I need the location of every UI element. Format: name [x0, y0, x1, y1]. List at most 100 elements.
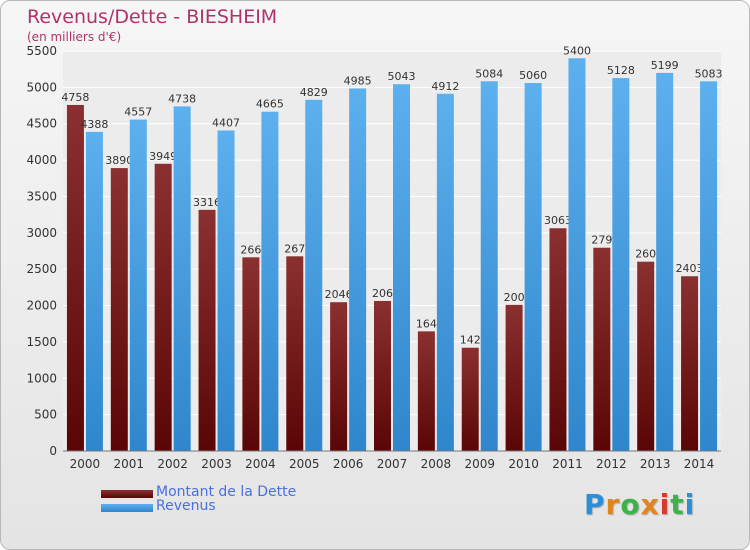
revenue-bar [129, 119, 147, 451]
revenue-value-label: 5083 [695, 67, 723, 80]
y-tick-label: 500 [34, 408, 57, 422]
debt-value-label: 206 [372, 287, 393, 300]
x-tick-label: 2000 [70, 457, 101, 471]
debt-bar [66, 104, 84, 452]
x-tick-label: 2007 [377, 457, 408, 471]
logo-letter: r [605, 488, 621, 521]
revenue-bar [436, 93, 454, 451]
debt-bar [461, 347, 479, 451]
revenue-value-label: 4557 [124, 106, 152, 119]
legend-label-debt: Montant de la Dette [156, 484, 297, 500]
revenue-bar [568, 58, 586, 451]
debt-bar [593, 247, 611, 451]
y-tick-label: 3000 [26, 226, 57, 240]
revenue-value-label: 4912 [431, 80, 459, 93]
x-tick-label: 2004 [245, 457, 276, 471]
legend-swatch-debt [101, 490, 153, 498]
revenue-bar [261, 111, 279, 452]
x-tick-label: 2006 [333, 457, 364, 471]
revenue-bar [480, 81, 498, 451]
x-tick-label: 2009 [464, 457, 495, 471]
y-tick-label: 2000 [26, 299, 57, 313]
debt-bar [505, 304, 523, 451]
revenue-bar [305, 99, 323, 452]
revenue-value-label: 4738 [168, 92, 196, 105]
x-tick-label: 2014 [684, 457, 715, 471]
debt-bar [681, 276, 699, 451]
plot-area [63, 51, 721, 451]
debt-bar [154, 163, 172, 452]
debt-bar [374, 300, 391, 451]
debt-value-label: 266 [240, 243, 261, 256]
debt-bar [110, 168, 128, 451]
debt-bar [637, 261, 655, 451]
debt-value-label: 164 [416, 317, 437, 330]
y-tick-label: 5000 [26, 80, 57, 94]
x-tick-label: 2013 [640, 457, 671, 471]
debt-bar [198, 209, 216, 451]
x-tick-label: 2008 [421, 457, 452, 471]
logo-letter: i [659, 488, 671, 521]
debt-bar [549, 228, 567, 451]
revenue-bar [612, 78, 630, 452]
revenue-value-label: 4388 [80, 118, 108, 131]
debt-bar [417, 331, 435, 451]
revenue-value-label: 5043 [388, 70, 416, 83]
logo-letter: t [670, 488, 685, 521]
y-tick-label: 3500 [26, 189, 57, 203]
debt-value-label: 3316 [193, 196, 221, 209]
chart-subtitle: (en milliers d'€) [27, 30, 122, 44]
debt-value-label: 3890 [105, 154, 133, 167]
debt-value-label: 2403 [676, 262, 704, 275]
debt-bar [242, 257, 260, 451]
revenue-value-label: 5400 [563, 44, 591, 57]
y-tick-label: 5500 [26, 44, 57, 58]
debt-value-label: 142 [460, 334, 481, 347]
revenue-bar [393, 84, 410, 452]
debt-value-label: 279 [591, 234, 612, 247]
y-tick-label: 0 [49, 444, 57, 458]
x-tick-label: 2001 [114, 457, 145, 471]
y-tick-label: 4000 [26, 153, 57, 167]
y-tick-label: 2500 [26, 262, 57, 276]
revenue-bar [700, 81, 718, 451]
debt-value-label: 4758 [61, 91, 89, 104]
debt-value-label: 3949 [149, 150, 177, 163]
logo-letter: x [640, 488, 660, 521]
x-tick-label: 2011 [552, 457, 583, 471]
revenue-value-label: 5060 [519, 69, 547, 82]
revenue-bar [173, 106, 191, 451]
logo-letter: P [584, 488, 606, 521]
debt-value-label: 2046 [325, 288, 353, 301]
revenue-value-label: 4407 [212, 116, 240, 129]
revenue-bar [217, 130, 235, 451]
revenue-value-label: 4665 [256, 98, 284, 111]
revenue-bar [656, 72, 674, 452]
x-tick-label: 2010 [508, 457, 539, 471]
y-tick-label: 1000 [26, 371, 57, 385]
revenue-bar [349, 88, 367, 452]
debt-value-label: 267 [284, 242, 305, 255]
x-tick-label: 2012 [596, 457, 627, 471]
chart-title: Revenus/Dette - BIESHEIM [27, 6, 278, 28]
revenue-bar [524, 83, 542, 451]
y-tick-label: 1500 [26, 335, 57, 349]
x-tick-label: 2002 [157, 457, 188, 471]
y-tick-label: 4500 [26, 117, 57, 131]
debt-value-label: 260 [635, 248, 656, 261]
revenue-bar [85, 131, 103, 451]
revenue-value-label: 4985 [344, 74, 372, 87]
revenue-value-label: 4829 [300, 86, 328, 99]
logo-letter: i [684, 488, 696, 521]
revenue-value-label: 5199 [651, 59, 679, 72]
x-tick-label: 2003 [201, 457, 232, 471]
legend-label-revenue: Revenus [156, 498, 216, 514]
debt-bar [286, 256, 304, 451]
debt-value-label: 200 [504, 291, 525, 304]
logo-letter: o [620, 488, 641, 521]
debt-value-label: 3063 [544, 214, 572, 227]
revenue-value-label: 5084 [475, 67, 503, 80]
debt-bar [330, 302, 348, 451]
